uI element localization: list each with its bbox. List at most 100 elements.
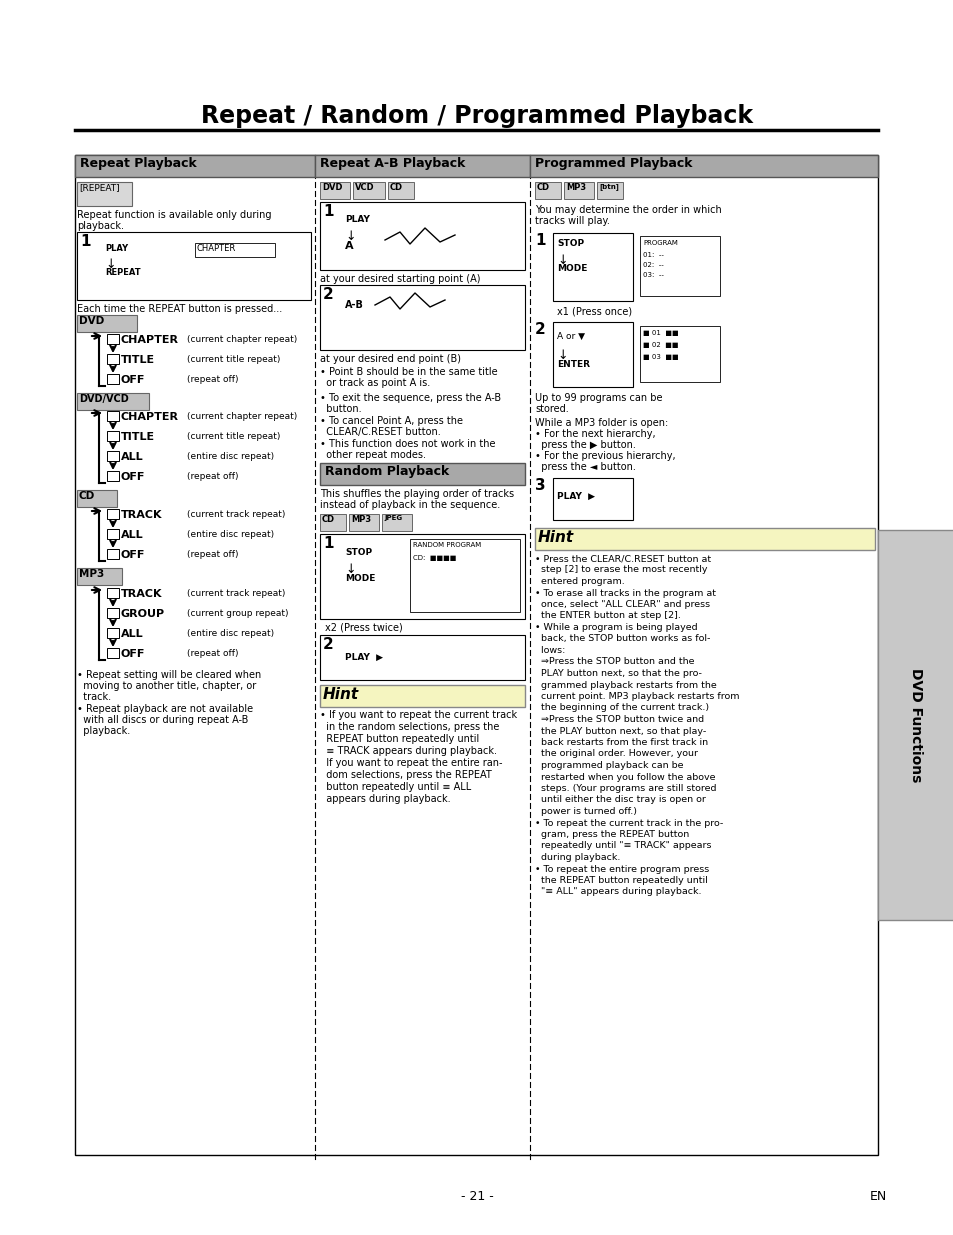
Bar [75,156,314,177]
Text: • Repeat playback are not available: • Repeat playback are not available [77,704,253,714]
Bar [107,411,119,421]
Bar [77,568,122,585]
Bar [107,529,119,538]
Bar [107,471,119,480]
Bar [319,203,524,270]
Text: STOP: STOP [345,548,372,557]
Text: the ENTER button at step [2].: the ENTER button at step [2]. [535,611,680,620]
Text: tracks will play.: tracks will play. [535,216,609,226]
Text: • While a program is being played: • While a program is being played [535,622,697,632]
Text: • To cancel Point A, press the: • To cancel Point A, press the [319,416,462,426]
Text: (current track repeat): (current track repeat) [187,589,285,598]
Text: Programmed Playback: Programmed Playback [535,157,692,170]
Text: GROUP: GROUP [121,609,165,619]
Text: 01:  --: 01: -- [642,252,663,258]
Text: • To repeat the current track in the pro-: • To repeat the current track in the pro… [535,819,722,827]
Text: or track as point A is.: or track as point A is. [319,378,430,388]
Text: Hint: Hint [537,530,574,545]
Bar [77,393,149,410]
Text: PLAY button next, so that the pro-: PLAY button next, so that the pro- [535,669,701,678]
Text: TRACK: TRACK [121,510,162,520]
Text: the PLAY button next, so that play-: the PLAY button next, so that play- [535,726,705,736]
Text: repeatedly until "≡ TRACK" appears: repeatedly until "≡ TRACK" appears [535,841,711,851]
Text: (repeat off): (repeat off) [187,375,238,384]
Bar [107,648,119,658]
Text: Each time the REPEAT button is pressed...: Each time the REPEAT button is pressed..… [77,304,282,314]
Text: restarted when you follow the above: restarted when you follow the above [535,773,715,782]
Text: Repeat Playback: Repeat Playback [80,157,196,170]
Text: • Press the CLEAR/C.RESET button at: • Press the CLEAR/C.RESET button at [535,555,710,563]
Text: MP3: MP3 [565,183,585,191]
Text: DVD: DVD [79,316,104,326]
Text: during playback.: during playback. [535,853,619,862]
Text: 1: 1 [323,536,334,551]
Text: back, the STOP button works as fol-: back, the STOP button works as fol- [535,635,710,643]
Text: • For the next hierarchy,: • For the next hierarchy, [535,429,655,438]
Text: "≡ ALL" appears during playback.: "≡ ALL" appears during playback. [535,888,700,897]
Text: CD: CD [537,183,550,191]
Text: • Repeat setting will be cleared when: • Repeat setting will be cleared when [77,671,261,680]
Text: REPEAT: REPEAT [105,268,140,277]
Bar [597,182,622,199]
Bar [107,629,119,638]
Text: the REPEAT button repeatedly until: the REPEAT button repeatedly until [535,876,707,885]
Bar [639,236,720,296]
Text: button.: button. [319,404,361,414]
Text: • Point B should be in the same title: • Point B should be in the same title [319,367,497,377]
Text: (entire disc repeat): (entire disc repeat) [187,530,274,538]
Text: (repeat off): (repeat off) [187,650,238,658]
Text: CD: CD [322,515,335,524]
Text: (entire disc repeat): (entire disc repeat) [187,452,274,461]
Text: TRACK: TRACK [121,589,162,599]
Text: with all discs or during repeat A-B: with all discs or during repeat A-B [77,715,248,725]
Text: MODE: MODE [557,264,587,273]
Bar [353,182,385,199]
Bar [319,463,524,485]
Text: OFF: OFF [121,550,145,559]
Text: • To exit the sequence, press the A-B: • To exit the sequence, press the A-B [319,393,500,403]
Text: Repeat A-B Playback: Repeat A-B Playback [319,157,465,170]
Bar [319,182,350,199]
Text: A-B: A-B [345,300,363,310]
Text: ↓: ↓ [557,254,567,267]
Text: ALL: ALL [121,629,144,638]
Text: (current track repeat): (current track repeat) [187,510,285,519]
Text: OFF: OFF [121,472,145,482]
Text: STOP: STOP [557,240,583,248]
Text: (repeat off): (repeat off) [187,550,238,559]
Text: other repeat modes.: other repeat modes. [319,450,426,459]
Text: DVD/VCD: DVD/VCD [79,394,129,404]
Text: (current group repeat): (current group repeat) [187,609,288,618]
Text: MODE: MODE [345,574,375,583]
Text: entered program.: entered program. [535,577,624,585]
Text: until either the disc tray is open or: until either the disc tray is open or [535,795,705,804]
Text: programmed playback can be: programmed playback can be [535,761,682,769]
Text: EN: EN [869,1191,886,1203]
Text: ■ 02  ■■: ■ 02 ■■ [642,342,678,348]
Bar [107,374,119,384]
Text: ALL: ALL [121,452,144,462]
Bar [319,285,524,350]
Bar [107,354,119,364]
Text: RANDOM PROGRAM: RANDOM PROGRAM [413,542,480,548]
Text: You may determine the order in which: You may determine the order in which [535,205,721,215]
Text: DVD: DVD [322,183,342,191]
Bar [77,232,311,300]
Text: If you want to repeat the entire ran-: If you want to repeat the entire ran- [319,758,502,768]
Bar [381,514,412,531]
Bar [314,156,530,177]
Text: While a MP3 folder is open:: While a MP3 folder is open: [535,417,667,429]
Text: ↓: ↓ [105,258,115,270]
Text: PLAY  ▶: PLAY ▶ [345,653,382,662]
Text: lows:: lows: [535,646,565,655]
Text: the beginning of the current track.): the beginning of the current track.) [535,704,708,713]
Text: • To repeat the entire program press: • To repeat the entire program press [535,864,708,873]
Text: step [2] to erase the most recently: step [2] to erase the most recently [535,566,707,574]
Text: (entire disc repeat): (entire disc repeat) [187,629,274,638]
Text: Repeat function is available only during: Repeat function is available only during [77,210,272,220]
Text: [REPEAT]: [REPEAT] [79,183,119,191]
Text: CD: CD [390,183,403,191]
Bar [75,156,877,1155]
Text: ≡ TRACK appears during playback.: ≡ TRACK appears during playback. [319,746,497,756]
Text: MP3: MP3 [79,569,104,579]
